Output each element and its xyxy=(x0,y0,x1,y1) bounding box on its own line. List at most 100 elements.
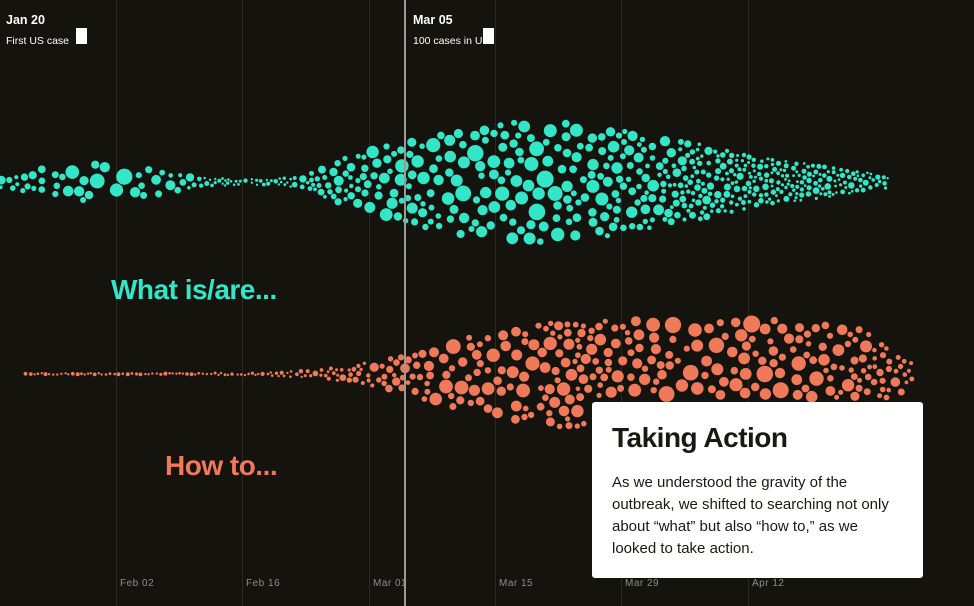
data-point xyxy=(397,146,405,154)
data-point xyxy=(687,179,693,185)
data-point xyxy=(449,403,457,410)
data-point xyxy=(878,342,885,348)
data-point xyxy=(713,175,720,181)
data-point xyxy=(876,368,884,377)
data-point xyxy=(824,183,831,190)
series-label-how: How to... xyxy=(165,450,278,481)
data-point xyxy=(749,175,753,179)
data-point xyxy=(552,214,561,223)
data-point xyxy=(38,177,46,185)
data-point xyxy=(548,320,554,327)
data-point xyxy=(813,180,818,186)
data-point xyxy=(866,171,869,175)
data-point xyxy=(735,158,739,162)
data-point xyxy=(701,187,708,194)
data-point xyxy=(575,199,582,206)
data-point xyxy=(187,186,191,190)
data-point xyxy=(897,388,905,396)
data-point xyxy=(56,373,59,376)
data-point xyxy=(435,213,442,219)
data-point xyxy=(580,323,587,329)
data-point xyxy=(444,134,456,146)
data-point xyxy=(36,372,40,376)
data-point xyxy=(733,185,741,193)
data-point xyxy=(174,186,181,194)
data-point xyxy=(10,185,16,191)
data-point xyxy=(191,182,197,188)
callout-card: Taking Action As we understood the gravi… xyxy=(592,402,923,578)
data-point xyxy=(836,173,840,177)
data-point xyxy=(538,385,544,391)
data-point xyxy=(516,383,530,398)
data-point xyxy=(586,179,600,193)
data-point xyxy=(363,180,372,189)
data-point xyxy=(858,177,863,183)
data-point xyxy=(549,396,561,408)
data-point xyxy=(515,132,522,139)
data-point xyxy=(764,192,769,197)
data-point xyxy=(15,182,20,187)
data-point xyxy=(857,377,862,383)
data-point xyxy=(484,367,492,374)
data-point xyxy=(801,168,807,174)
data-point xyxy=(144,372,147,376)
data-point xyxy=(714,191,722,199)
data-point xyxy=(545,417,555,427)
data-point xyxy=(270,374,274,377)
data-point xyxy=(795,184,800,189)
data-point xyxy=(856,174,860,177)
data-point xyxy=(738,352,750,365)
data-point xyxy=(757,171,762,177)
data-point xyxy=(556,423,563,430)
data-point xyxy=(67,373,70,376)
data-point xyxy=(14,175,19,180)
data-point xyxy=(692,165,697,170)
data-point xyxy=(707,191,713,197)
data-point xyxy=(660,180,667,188)
data-point xyxy=(465,374,472,382)
data-point xyxy=(719,204,725,209)
data-point xyxy=(334,160,341,167)
data-point xyxy=(305,369,310,374)
data-point xyxy=(806,164,810,169)
data-point xyxy=(309,170,314,176)
data-point xyxy=(776,171,780,176)
data-point xyxy=(621,139,627,145)
data-point xyxy=(860,340,872,353)
data-point xyxy=(575,386,581,392)
data-point xyxy=(769,178,774,184)
data-point xyxy=(860,368,867,374)
data-point xyxy=(335,378,339,382)
data-point xyxy=(309,177,314,183)
data-point xyxy=(847,331,853,338)
data-point xyxy=(701,371,709,380)
data-point xyxy=(765,200,769,204)
data-point xyxy=(572,213,582,222)
data-point xyxy=(605,127,616,137)
data-point xyxy=(273,179,279,184)
data-point xyxy=(854,188,860,193)
data-point xyxy=(697,160,703,167)
data-point xyxy=(569,123,583,137)
data-point xyxy=(221,182,224,185)
data-point xyxy=(822,164,827,170)
data-point xyxy=(392,377,401,386)
data-point xyxy=(729,152,735,159)
data-point xyxy=(129,187,141,198)
marker-mar05: Mar 05 100 cases in US xyxy=(413,13,494,47)
data-point xyxy=(562,148,572,158)
data-point xyxy=(391,150,398,157)
data-point xyxy=(407,170,417,180)
data-point xyxy=(647,225,652,230)
data-point xyxy=(659,195,667,203)
data-point xyxy=(598,133,606,141)
data-point xyxy=(853,176,858,181)
data-point xyxy=(649,332,660,343)
data-point xyxy=(847,174,852,180)
data-point xyxy=(859,184,863,188)
data-point xyxy=(636,142,642,148)
data-point xyxy=(657,369,667,380)
data-point xyxy=(868,185,873,190)
data-point xyxy=(165,180,176,191)
data-point xyxy=(600,373,609,382)
